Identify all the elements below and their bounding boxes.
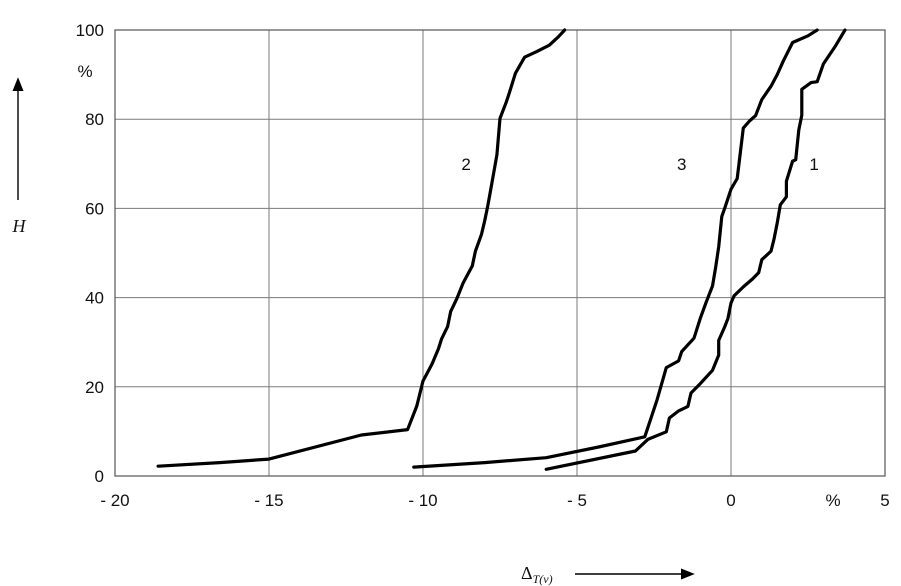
series-line-2 <box>156 28 567 468</box>
x-tick-label: - 10 <box>408 491 437 510</box>
y-tick-label: 100 <box>76 21 104 40</box>
y-tick-label: 40 <box>85 289 104 308</box>
series-label-3: 3 <box>677 155 686 174</box>
series-labels: 1 2 3 <box>461 155 819 174</box>
x-tick-label: - 15 <box>254 491 283 510</box>
y-axis-label: H <box>12 216 27 236</box>
x-axis-label-main: Δ <box>521 563 533 583</box>
x-axis-label-sub: T(ν) <box>533 572 553 586</box>
y-tick-label: 80 <box>85 110 104 129</box>
y-tick-labels: 0 20 40 60 80 100 <box>76 21 104 486</box>
x-tick-label: - 5 <box>567 491 587 510</box>
plot-frame <box>114 29 886 477</box>
series-line-3 <box>412 28 819 469</box>
x-axis-label: ΔT(ν) <box>521 563 553 586</box>
x-unit-label: % <box>825 491 840 510</box>
y-tick-label: 60 <box>85 199 104 218</box>
y-tick-label: 0 <box>95 467 104 486</box>
x-tick-label: 0 <box>726 491 735 510</box>
y-unit-label: % <box>77 62 92 81</box>
x-tick-label: - 20 <box>100 491 129 510</box>
x-tick-labels: - 20 - 15 - 10 - 5 0 5 <box>100 491 889 510</box>
series-label-2: 2 <box>461 155 470 174</box>
x-tick-label: 5 <box>880 491 889 510</box>
y-tick-label: 20 <box>85 378 104 397</box>
series-label-1: 1 <box>809 155 818 174</box>
series-line-1 <box>544 28 847 471</box>
series-group <box>156 28 847 471</box>
